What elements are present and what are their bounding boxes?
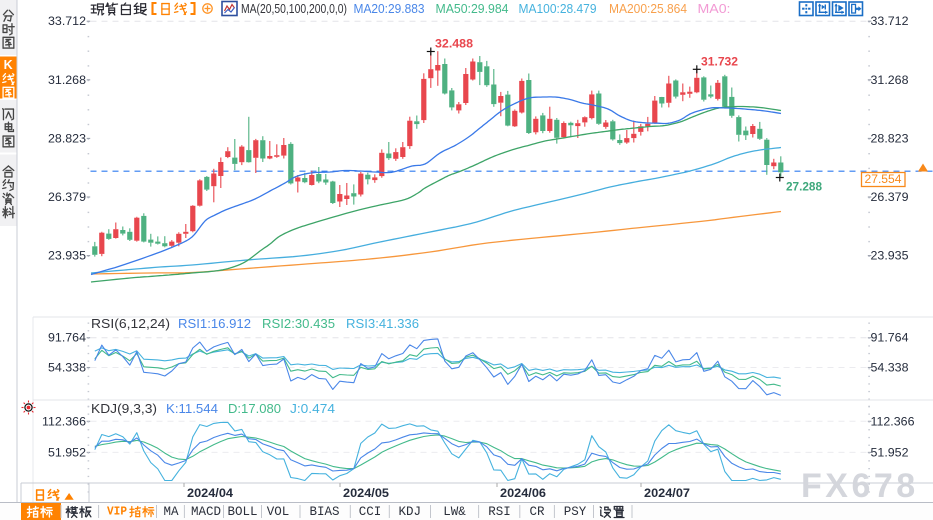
svg-text:2024/07: 2024/07 [644, 486, 690, 500]
svg-text:28.823: 28.823 [871, 133, 909, 145]
svg-text:MA: MA [163, 505, 179, 519]
svg-text:BOLL: BOLL [227, 505, 257, 519]
svg-text:LW&: LW& [443, 505, 466, 519]
svg-text:27.554: 27.554 [865, 174, 903, 186]
svg-text:54.338: 54.338 [48, 363, 86, 375]
svg-text:MA(20,50,100,200,0,0): MA(20,50,100,200,0,0) [241, 2, 347, 16]
svg-text:26.379: 26.379 [48, 192, 86, 204]
svg-text:RSI2:30.435: RSI2:30.435 [262, 317, 335, 331]
svg-text:2024/06: 2024/06 [500, 486, 546, 500]
svg-text:112.366: 112.366 [42, 416, 86, 428]
svg-text:51.952: 51.952 [871, 447, 909, 459]
svg-text:RSI(6,12,24): RSI(6,12,24) [91, 317, 170, 331]
svg-text:PSY: PSY [564, 505, 587, 519]
svg-text:CR: CR [529, 505, 545, 519]
svg-text:MA200:25.864: MA200:25.864 [609, 2, 687, 16]
svg-text:31.268: 31.268 [871, 75, 909, 87]
svg-text:VOL: VOL [267, 505, 290, 519]
svg-text:28.823: 28.823 [48, 133, 86, 145]
svg-text:BIAS: BIAS [309, 505, 339, 519]
svg-text:112.366: 112.366 [871, 416, 915, 428]
svg-text:23.935: 23.935 [48, 251, 86, 263]
svg-text:23.935: 23.935 [871, 251, 909, 263]
svg-text:31.268: 31.268 [48, 75, 86, 87]
svg-text:FX678: FX678 [801, 467, 919, 505]
svg-text:MA20:29.883: MA20:29.883 [354, 2, 425, 16]
svg-text:J:0.474: J:0.474 [290, 402, 335, 416]
svg-text:K: K [4, 58, 13, 72]
svg-text:MA50:29.984: MA50:29.984 [436, 2, 509, 16]
svg-text:D:17.080: D:17.080 [228, 402, 281, 416]
svg-text:RSI3:41.336: RSI3:41.336 [346, 317, 419, 331]
svg-text:2024/05: 2024/05 [343, 486, 389, 500]
svg-text:K:11.544: K:11.544 [166, 402, 218, 416]
svg-text:MA100:28.479: MA100:28.479 [519, 2, 597, 16]
svg-text:KDJ: KDJ [398, 505, 421, 519]
svg-text:33.712: 33.712 [871, 16, 909, 28]
svg-text:RSI1:16.912: RSI1:16.912 [178, 317, 251, 331]
svg-text:26.379: 26.379 [871, 192, 909, 204]
svg-text:KDJ(9,3,3): KDJ(9,3,3) [91, 402, 157, 416]
svg-text:32.488: 32.488 [435, 37, 473, 51]
svg-text:RSI: RSI [488, 505, 511, 519]
svg-text:MA0:: MA0: [698, 2, 731, 16]
svg-text:91.764: 91.764 [48, 333, 87, 345]
svg-text:VIP: VIP [107, 505, 127, 519]
svg-text:91.764: 91.764 [871, 333, 910, 345]
svg-text:51.952: 51.952 [48, 447, 86, 459]
svg-text:31.732: 31.732 [701, 55, 738, 69]
svg-text:2024/04: 2024/04 [187, 486, 233, 500]
svg-text:27.288: 27.288 [786, 180, 822, 194]
svg-text:33.712: 33.712 [48, 16, 86, 28]
svg-text:MACD: MACD [191, 505, 221, 519]
svg-text:CCI: CCI [359, 505, 382, 519]
svg-text:54.338: 54.338 [871, 363, 909, 375]
